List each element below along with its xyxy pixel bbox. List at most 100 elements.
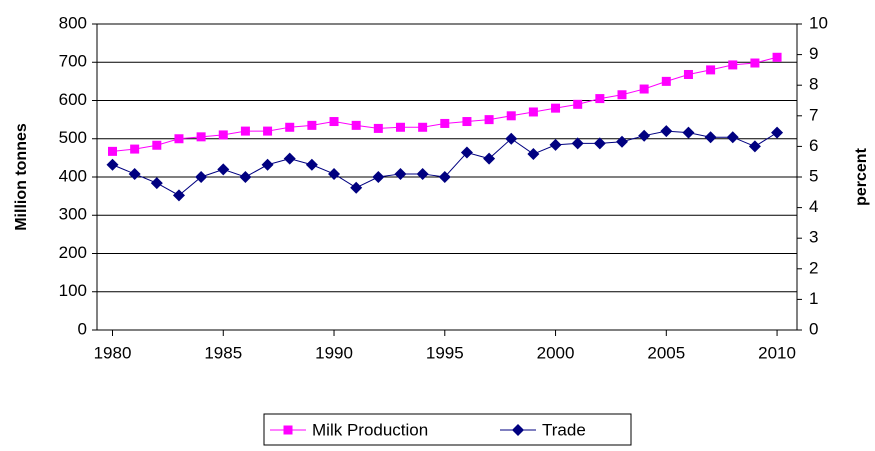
marker <box>196 132 206 142</box>
marker <box>283 425 293 435</box>
y-axis-label: Million tonnes <box>13 123 30 231</box>
x-tick-label: 2010 <box>758 343 796 362</box>
marker <box>218 130 228 140</box>
marker <box>394 167 407 180</box>
marker <box>172 189 185 202</box>
marker <box>571 137 584 150</box>
marker <box>682 126 695 139</box>
y-tick-label: 300 <box>59 205 87 224</box>
marker <box>372 171 385 183</box>
legend-box <box>263 413 632 446</box>
y-tick-label: 700 <box>59 52 87 71</box>
y-tick-label: 800 <box>59 13 87 32</box>
y2-tick-label: 8 <box>809 75 818 94</box>
marker <box>506 111 516 121</box>
y-tick-label: 200 <box>59 243 87 262</box>
marker <box>706 65 716 75</box>
series-line <box>112 56 778 152</box>
marker <box>440 118 450 128</box>
x-tick-label: 1980 <box>94 343 132 362</box>
marker <box>683 69 693 79</box>
marker <box>195 171 208 183</box>
marker <box>505 132 518 145</box>
marker <box>438 171 451 183</box>
y2-tick-label: 4 <box>809 197 818 216</box>
marker <box>639 84 649 94</box>
y-tick-label: 500 <box>59 128 87 147</box>
marker <box>593 137 606 150</box>
marker <box>460 146 473 159</box>
marker <box>285 122 295 132</box>
y2-tick-label: 0 <box>809 319 818 338</box>
y2-tick-label: 5 <box>809 166 818 185</box>
y-tick-label: 100 <box>59 281 87 300</box>
marker <box>484 115 494 125</box>
marker <box>616 135 628 148</box>
marker <box>483 152 496 165</box>
marker <box>617 90 627 100</box>
marker <box>150 177 163 190</box>
marker <box>128 167 141 180</box>
marker <box>106 158 119 171</box>
x-tick-label: 2000 <box>537 343 575 362</box>
marker <box>551 103 561 113</box>
y-tick-label: 400 <box>59 166 87 185</box>
y2-tick-label: 6 <box>809 136 818 155</box>
marker <box>512 424 524 436</box>
marker <box>638 129 651 142</box>
marker <box>573 99 583 109</box>
series-line <box>112 130 778 196</box>
marker <box>772 52 782 62</box>
marker <box>549 138 562 151</box>
marker <box>395 122 405 132</box>
marker <box>416 167 429 180</box>
marker <box>750 58 760 68</box>
marker <box>351 120 361 130</box>
marker <box>418 122 428 132</box>
marker <box>704 131 717 144</box>
legend-label: Milk Production <box>312 420 428 439</box>
marker <box>660 125 673 138</box>
marker <box>329 117 339 127</box>
y2-tick-label: 3 <box>809 228 818 247</box>
x-tick-label: 2005 <box>647 343 685 362</box>
marker <box>305 158 318 171</box>
marker <box>108 146 118 156</box>
y2-tick-label: 9 <box>809 44 818 63</box>
marker <box>462 117 472 127</box>
marker <box>728 60 738 70</box>
marker <box>152 140 162 150</box>
y-tick-label: 0 <box>78 319 87 338</box>
marker <box>771 126 784 139</box>
y2-tick-label: 7 <box>809 105 818 124</box>
x-tick-label: 1985 <box>204 343 242 362</box>
marker <box>307 120 317 130</box>
legend-label: Trade <box>542 420 586 439</box>
marker <box>726 131 739 144</box>
marker <box>283 152 296 165</box>
marker <box>174 134 184 144</box>
marker <box>263 126 273 136</box>
y2-tick-label: 10 <box>809 13 828 32</box>
marker <box>350 181 363 194</box>
marker <box>328 167 341 180</box>
marker <box>261 158 274 171</box>
marker <box>239 171 252 183</box>
marker <box>373 123 383 133</box>
y2-tick-label: 1 <box>809 289 818 308</box>
marker <box>527 148 540 161</box>
marker <box>217 163 230 176</box>
marker <box>130 144 140 154</box>
y-tick-label: 600 <box>59 90 87 109</box>
x-tick-label: 1995 <box>426 343 464 362</box>
y2-axis-label: percent <box>853 147 870 205</box>
x-tick-label: 1990 <box>315 343 353 362</box>
y2-tick-label: 2 <box>809 258 818 277</box>
marker <box>661 76 671 86</box>
marker <box>748 140 761 153</box>
marker <box>595 94 605 104</box>
marker <box>240 126 250 136</box>
marker <box>528 107 538 117</box>
